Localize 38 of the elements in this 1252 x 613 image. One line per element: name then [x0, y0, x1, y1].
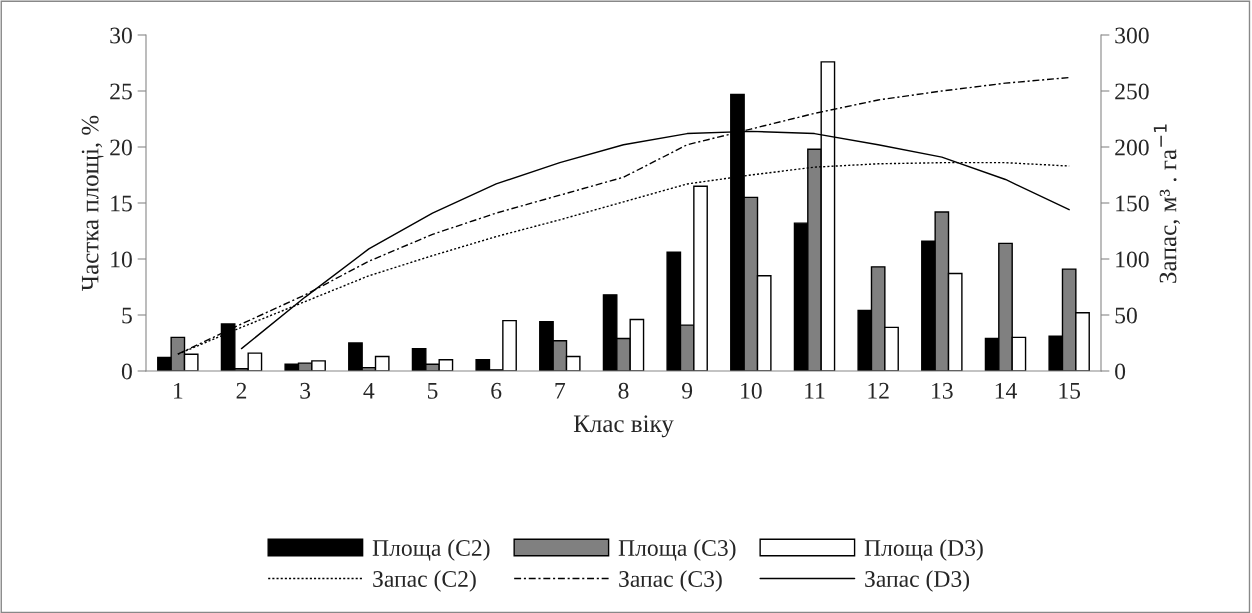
x-tick-label: 11 [805, 382, 825, 399]
x-tick-label: 6 [491, 382, 502, 399]
y-tick-label: 25 [110, 83, 132, 100]
x-tick-label: 3 [300, 382, 311, 399]
y2-tick-label: 50 [1115, 307, 1137, 324]
y-axis-title: Частка площі, % [81, 115, 104, 291]
y-tick-label: 10 [111, 251, 132, 268]
x-tick-label: 15 [1059, 382, 1081, 399]
x-tick-label: 5 [427, 383, 438, 399]
y-tick-label: 0 [121, 363, 132, 380]
x-axis-title: Клас віку [573, 415, 674, 438]
x-tick-label: 13 [932, 382, 953, 399]
legend-label: Запас (С3) [619, 570, 722, 592]
x-tick-label: 8 [618, 382, 629, 399]
y-tick-label: 5 [122, 307, 132, 324]
y-tick-label: 15 [111, 195, 132, 212]
legend-label: Площа (С3) [618, 539, 736, 561]
y2-tick-label: 0 [1115, 363, 1126, 380]
y-tick-label: 30 [110, 27, 132, 44]
x-tick-label: 9 [682, 382, 693, 399]
legend-label: Запас (D3) [865, 570, 970, 592]
y2-tick-label: 300 [1115, 27, 1149, 44]
legend-label: Площа (С2) [372, 539, 490, 561]
y2-tick-label: 150 [1116, 195, 1149, 212]
y2-tick-label: 100 [1116, 251, 1149, 268]
x-tick-label: 2 [236, 382, 247, 399]
y2-tick-label: 200 [1115, 139, 1149, 156]
y2-tick-label: 250 [1115, 83, 1149, 100]
y2-axis-title: Запас, м³ . га$^{−1}$ [1153, 124, 1181, 283]
legend-label: Площа (D3) [864, 539, 983, 561]
x-tick-label: 12 [868, 382, 889, 399]
x-tick-label: 4 [363, 382, 375, 399]
x-tick-label: 1 [174, 382, 183, 399]
x-tick-label: 14 [995, 382, 1017, 399]
legend-label: Запас (С2) [373, 570, 476, 592]
x-tick-label: 10 [741, 382, 762, 399]
y-tick-label: 20 [110, 139, 132, 156]
x-tick-label: 7 [555, 383, 566, 399]
